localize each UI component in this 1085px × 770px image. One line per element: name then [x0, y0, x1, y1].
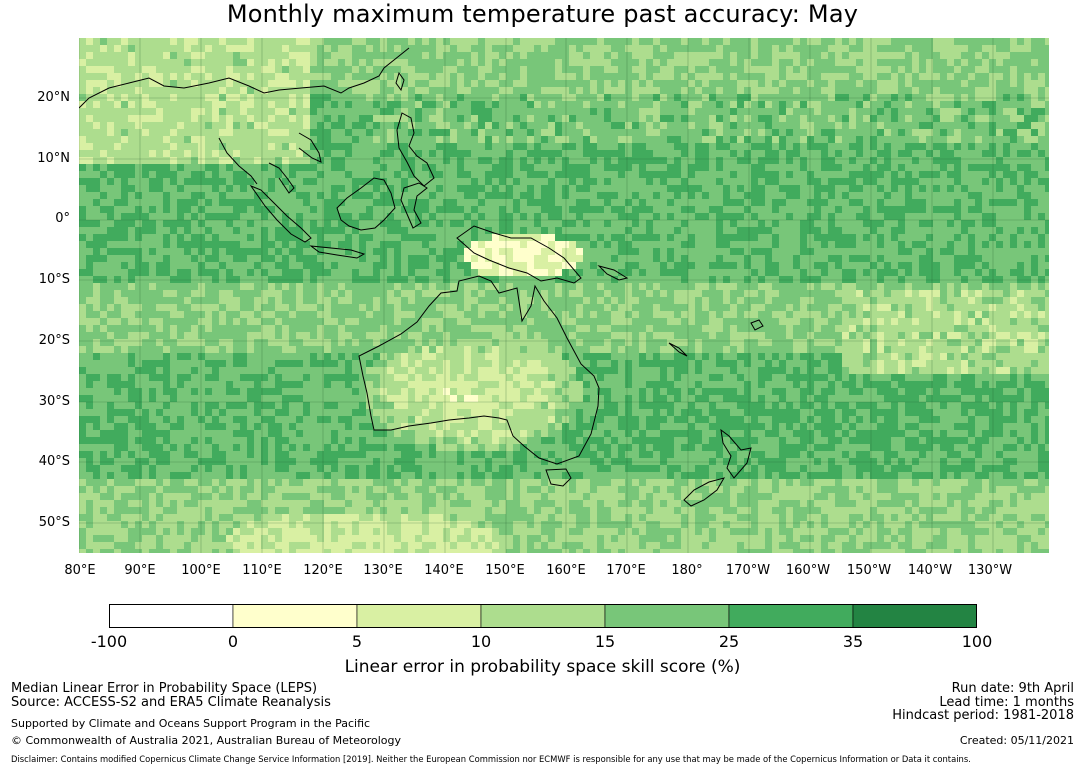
longitude-label: 150°W [846, 563, 892, 578]
longitude-label: 170°E [606, 563, 646, 578]
longitude-label: 110°E [242, 563, 282, 578]
colorbar-segment [604, 604, 730, 628]
longitude-label: 170°W [725, 563, 771, 578]
latitude-label: 20°N [37, 90, 70, 105]
coastlines [79, 47, 764, 507]
latitude-label: 10°S [38, 272, 70, 287]
latitude-label: 0° [55, 211, 70, 226]
fiji-coastline [750, 319, 764, 331]
colorbar-segment [109, 604, 234, 628]
hindcast-period: Hindcast period: 1981-2018 [892, 708, 1074, 723]
colorbar-tick-label: 35 [842, 632, 864, 651]
colorbar-segment [232, 604, 358, 628]
colorbar-tick-label: 0 [227, 632, 239, 651]
mainland-asia-coastline [79, 47, 410, 194]
colorbar [109, 604, 977, 628]
philippines-coastline [396, 112, 435, 187]
map-gridlines [79, 38, 1049, 553]
longitude-label: 120°E [303, 563, 343, 578]
longitude-label: 130°E [363, 563, 403, 578]
lead-time: Lead time: 1 months [939, 695, 1074, 710]
longitude-label: 130°W [967, 563, 1013, 578]
latitude-label: 20°S [38, 333, 70, 348]
colorbar-label: Linear error in probability space skill … [344, 657, 741, 677]
colorbar-tick-label: 10 [470, 632, 492, 651]
data-source: Source: ACCESS-S2 and ERA5 Climate Reana… [11, 695, 331, 710]
colorbar-tick-label: -100 [90, 632, 128, 651]
colorbar-tick-label: 5 [351, 632, 363, 651]
colorbar-segment [356, 604, 482, 628]
colorbar-segment [728, 604, 854, 628]
latitude-label: 50°S [38, 515, 70, 530]
longitude-label: 140°E [424, 563, 464, 578]
java-coastline [309, 245, 366, 259]
new-guinea-coastline [456, 225, 582, 284]
latitude-label: 10°N [37, 151, 70, 166]
colorbar-tick-label: 25 [718, 632, 740, 651]
map-title: Monthly maximum temperature past accurac… [226, 0, 859, 28]
new-zealand-south-coastline [683, 477, 726, 507]
skill-score-map [79, 38, 1049, 553]
longitude-label: 80°E [64, 563, 96, 578]
solomon-islands-coastline [597, 265, 629, 281]
new-zealand-north-coastline [720, 428, 752, 479]
longitude-label: 160°W [785, 563, 831, 578]
longitude-label: 140°W [907, 563, 953, 578]
run-date: Run date: 9th April [951, 681, 1074, 696]
created-date: Created: 05/11/2021 [959, 734, 1074, 747]
copyright: © Commonwealth of Australia 2021, Austra… [11, 734, 401, 747]
longitude-label: 90°E [124, 563, 156, 578]
longitude-label: 100°E [181, 563, 221, 578]
new-caledonia-coastline [668, 342, 688, 357]
colorbar-segment [480, 604, 606, 628]
longitude-label: 160°E [546, 563, 586, 578]
latitude-label: 30°S [38, 394, 70, 409]
disclaimer: Disclaimer: Contains modified Copernicus… [11, 754, 971, 764]
tasmania-coastline [545, 468, 572, 487]
latitude-label: 40°S [38, 454, 70, 469]
borneo-coastline [336, 177, 396, 231]
skill-grid-cells [79, 38, 1049, 553]
australia-coastline [358, 275, 600, 465]
longitude-label: 150°E [485, 563, 525, 578]
sumatra-coastline [249, 184, 312, 243]
taiwan-coastline [395, 71, 405, 92]
metric-description: Median Linear Error in Probability Space… [11, 681, 318, 696]
longitude-label: 180° [671, 563, 703, 578]
colorbar-segment [852, 604, 977, 628]
support-credit: Supported by Climate and Oceans Support … [11, 717, 371, 730]
colorbar-tick-label: 100 [961, 632, 993, 651]
colorbar-tick-label: 15 [594, 632, 616, 651]
